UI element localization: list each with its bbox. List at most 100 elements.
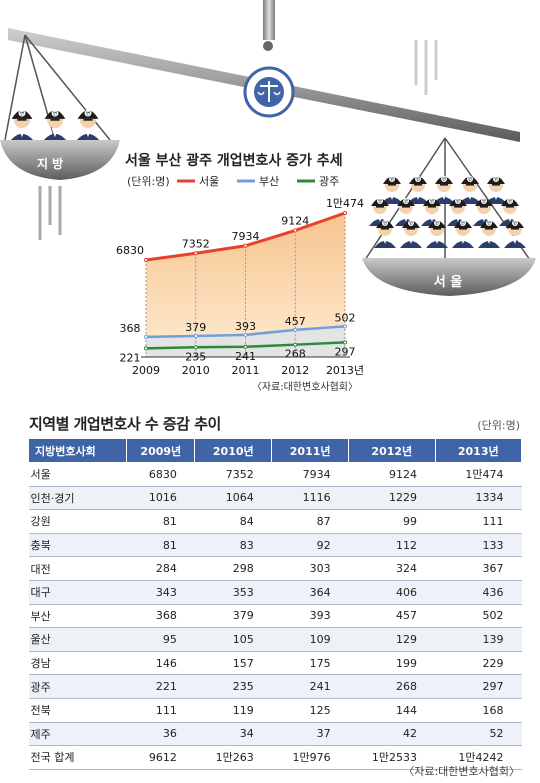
lawyer-figure-icon: 변 [400, 220, 422, 248]
data-label: 379 [185, 321, 206, 334]
table-cell: 436 [435, 580, 522, 605]
table-cell: 241 [271, 674, 349, 699]
lawyer-figure-icon: 변 [478, 220, 500, 248]
table-section: 지역별 개업변호사 수 증감 추이 (단위:명) 지방변호사회 2009년 2010… [0, 405, 540, 783]
table-cell: 99 [348, 509, 436, 534]
lawyer-badge: 변 [20, 110, 24, 117]
lawyer-badge: 변 [86, 110, 90, 117]
table-cell: 175 [271, 651, 349, 676]
table-cell: 1만263 [194, 745, 272, 770]
data-label: 268 [285, 348, 306, 361]
data-label: 502 [335, 311, 356, 324]
table-body: 서울 6830 7352 7934 9124 1만474 인천·경기 1016 1064 1116… [28, 462, 522, 770]
table-cell: 139 [435, 627, 522, 652]
table-cell: 379 [194, 604, 272, 629]
table-cell: 광주 [28, 674, 127, 699]
table-cell: 343 [126, 580, 195, 605]
right-scale-pan [362, 258, 536, 296]
table-cell: 502 [435, 604, 522, 629]
data-label: 368 [120, 322, 141, 335]
table-cell: 284 [126, 556, 195, 581]
table-cell: 대전 [28, 556, 127, 581]
table-cell: 125 [271, 698, 349, 723]
table-cell: 서울 [28, 462, 127, 487]
table-row: 울산 95 105 109 129 139 [28, 627, 522, 652]
table-cell: 9124 [348, 462, 436, 487]
data-point [342, 340, 348, 345]
table-cell: 84 [194, 509, 272, 534]
table-cell: 83 [194, 533, 272, 558]
table-cell: 235 [194, 674, 272, 699]
left-pan-label: 지 방 [37, 156, 63, 171]
lawyer-figure-icon: 변 [504, 220, 526, 248]
lawyer-badge: 변 [456, 198, 460, 204]
table-cell: 268 [348, 674, 436, 699]
data-point [143, 346, 149, 351]
lawyer-figure-icon: 변 [9, 109, 35, 142]
table-cell: 324 [348, 556, 436, 581]
data-label: 7934 [232, 230, 260, 243]
table-cell: 297 [435, 674, 522, 699]
column-header: 지방변호사회 [27, 438, 128, 463]
table-cell: 199 [348, 651, 436, 676]
table-cell: 393 [271, 604, 349, 629]
table-row: 대전 284 298 303 324 367 [28, 556, 522, 581]
lawyer-badge: 변 [482, 198, 486, 204]
table-row: 전국 합계 9612 1만263 1만976 1만2533 1만4242 [28, 745, 522, 770]
lawyer-badge: 변 [435, 220, 439, 226]
table-cell: 부산 [28, 604, 127, 629]
table-cell: 368 [126, 604, 195, 629]
data-point [193, 251, 198, 256]
column-header: 2012년 [348, 438, 436, 463]
lawyer-badge: 변 [513, 220, 517, 226]
table-cell: 144 [348, 698, 436, 723]
legend-label: 광주 [319, 175, 339, 188]
column-header: 2011년 [271, 438, 350, 463]
table-cell: 221 [126, 674, 195, 699]
table-unit: (단위:명) [477, 419, 520, 432]
left-scale-pan [0, 140, 120, 180]
data-point [143, 257, 149, 263]
table-cell: 1334 [435, 486, 522, 511]
data-point [193, 345, 198, 350]
lawyer-figure-icon: 변 [381, 176, 403, 204]
table-cell: 1만4242 [435, 745, 522, 770]
data-label: 457 [285, 315, 306, 328]
chart-unit: (단위:명) [127, 175, 170, 188]
right-pan-label: 서 울 [434, 274, 462, 290]
column-header: 2013년 [434, 438, 523, 463]
x-tick-label: 2009 [132, 364, 160, 377]
table-cell: 1116 [271, 486, 349, 511]
table-cell: 81 [126, 533, 195, 558]
x-tick-label: 2012 [281, 364, 309, 377]
lawyer-figure-icon: 변 [42, 109, 68, 142]
lawyer-badge: 변 [383, 220, 387, 226]
chart-source: 〈자료:대한변호사협회〉 [252, 380, 358, 393]
table-cell: 157 [194, 651, 272, 676]
table-cell: 울산 [28, 627, 127, 652]
table-cell: 전북 [28, 698, 127, 723]
table-cell: 119 [194, 698, 272, 723]
table-cell: 6830 [126, 462, 195, 487]
table-row: 충북 81 83 92 112 133 [28, 533, 522, 558]
data-point [293, 228, 298, 233]
table-row: 대구 343 353 364 406 436 [28, 580, 522, 605]
lawyer-count-table: 지방변호사회 2009년 2010년 2011년 2012년 2013년 서울 6830 73… [27, 438, 523, 770]
data-label: 7352 [182, 237, 210, 250]
lawyer-badge: 변 [508, 198, 512, 204]
lawyer-badge: 변 [442, 176, 446, 182]
data-point [243, 344, 248, 349]
lawyer-figure-icon: 변 [426, 220, 448, 248]
table-cell: 406 [348, 580, 436, 605]
data-label: 235 [185, 350, 206, 363]
column-header: 2009년 [126, 438, 196, 463]
table-cell: 353 [194, 580, 272, 605]
table-cell: 129 [348, 627, 436, 652]
lawyer-badge: 변 [430, 198, 434, 204]
data-label: 297 [335, 345, 356, 358]
table-row: 광주 221 235 241 268 297 [28, 674, 522, 699]
lawyer-figure-icon: 변 [407, 176, 429, 204]
x-tick-label: 2010 [182, 364, 210, 377]
data-point [342, 210, 348, 216]
